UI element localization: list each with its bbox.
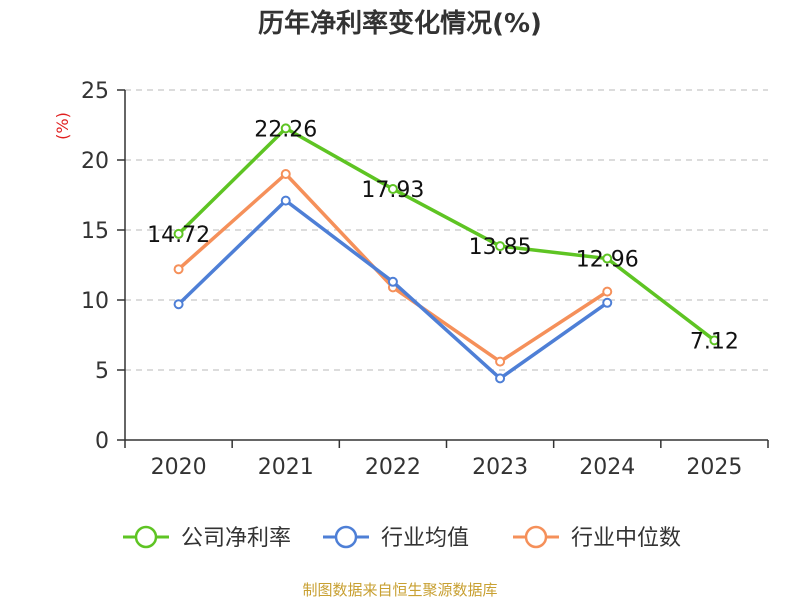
data-point <box>709 335 720 346</box>
x-tick-label: 2025 <box>686 455 742 480</box>
legend: 公司净利率 行业均值 行业中位数 <box>123 525 681 551</box>
legend-item: 行业均值 <box>323 525 469 551</box>
data-point <box>495 356 506 367</box>
data-point <box>173 264 184 275</box>
y-tick-label: 20 <box>81 149 109 174</box>
chart-title: 历年净利率变化情况(%) <box>258 8 542 39</box>
data-point <box>495 373 506 384</box>
x-tick-label: 2023 <box>472 455 528 480</box>
data-point <box>602 253 613 264</box>
data-labels: 14.72 22.26 17.93 13.85 12.96 7.12 <box>147 117 739 354</box>
y-tick-label: 0 <box>95 429 109 454</box>
legend-swatch-marker <box>524 525 548 549</box>
series-lines <box>173 123 720 384</box>
data-point <box>602 297 613 308</box>
data-point <box>602 286 613 297</box>
x-tick-label: 2024 <box>579 455 635 480</box>
y-tick-label: 5 <box>95 359 109 384</box>
data-point <box>173 299 184 310</box>
data-point <box>495 241 506 252</box>
legend-label: 行业中位数 <box>571 526 681 551</box>
series-line-0 <box>176 126 717 343</box>
x-tick-label: 2021 <box>258 455 314 480</box>
data-point <box>387 276 398 287</box>
legend-item: 公司净利率 <box>123 525 291 551</box>
grid-lines <box>125 89 768 371</box>
y-tick-label: 10 <box>81 289 109 314</box>
y-tick-label: 25 <box>81 79 109 104</box>
data-label: 22.26 <box>254 117 317 142</box>
data-label: 7.12 <box>690 329 739 354</box>
source-note: 制图数据来自恒生聚源数据库 <box>302 581 497 599</box>
data-point <box>280 195 291 206</box>
legend-label: 公司净利率 <box>181 526 291 551</box>
data-label: 14.72 <box>147 223 210 248</box>
legend-swatch-marker <box>134 525 158 549</box>
x-tick-label: 2020 <box>151 455 207 480</box>
y-tick-label: 15 <box>81 219 109 244</box>
legend-item: 行业中位数 <box>513 525 681 551</box>
data-point <box>280 123 291 134</box>
data-label: 13.85 <box>469 235 532 260</box>
y-axis-unit: (%) <box>53 112 72 140</box>
legend-label: 行业均值 <box>381 526 469 551</box>
data-point <box>173 228 184 239</box>
legend-swatch-marker <box>334 525 358 549</box>
data-point <box>387 183 398 194</box>
x-tick-label: 2022 <box>365 455 421 480</box>
data-point <box>280 169 291 179</box>
data-label: 12.96 <box>576 248 639 273</box>
data-label: 17.93 <box>361 178 424 203</box>
